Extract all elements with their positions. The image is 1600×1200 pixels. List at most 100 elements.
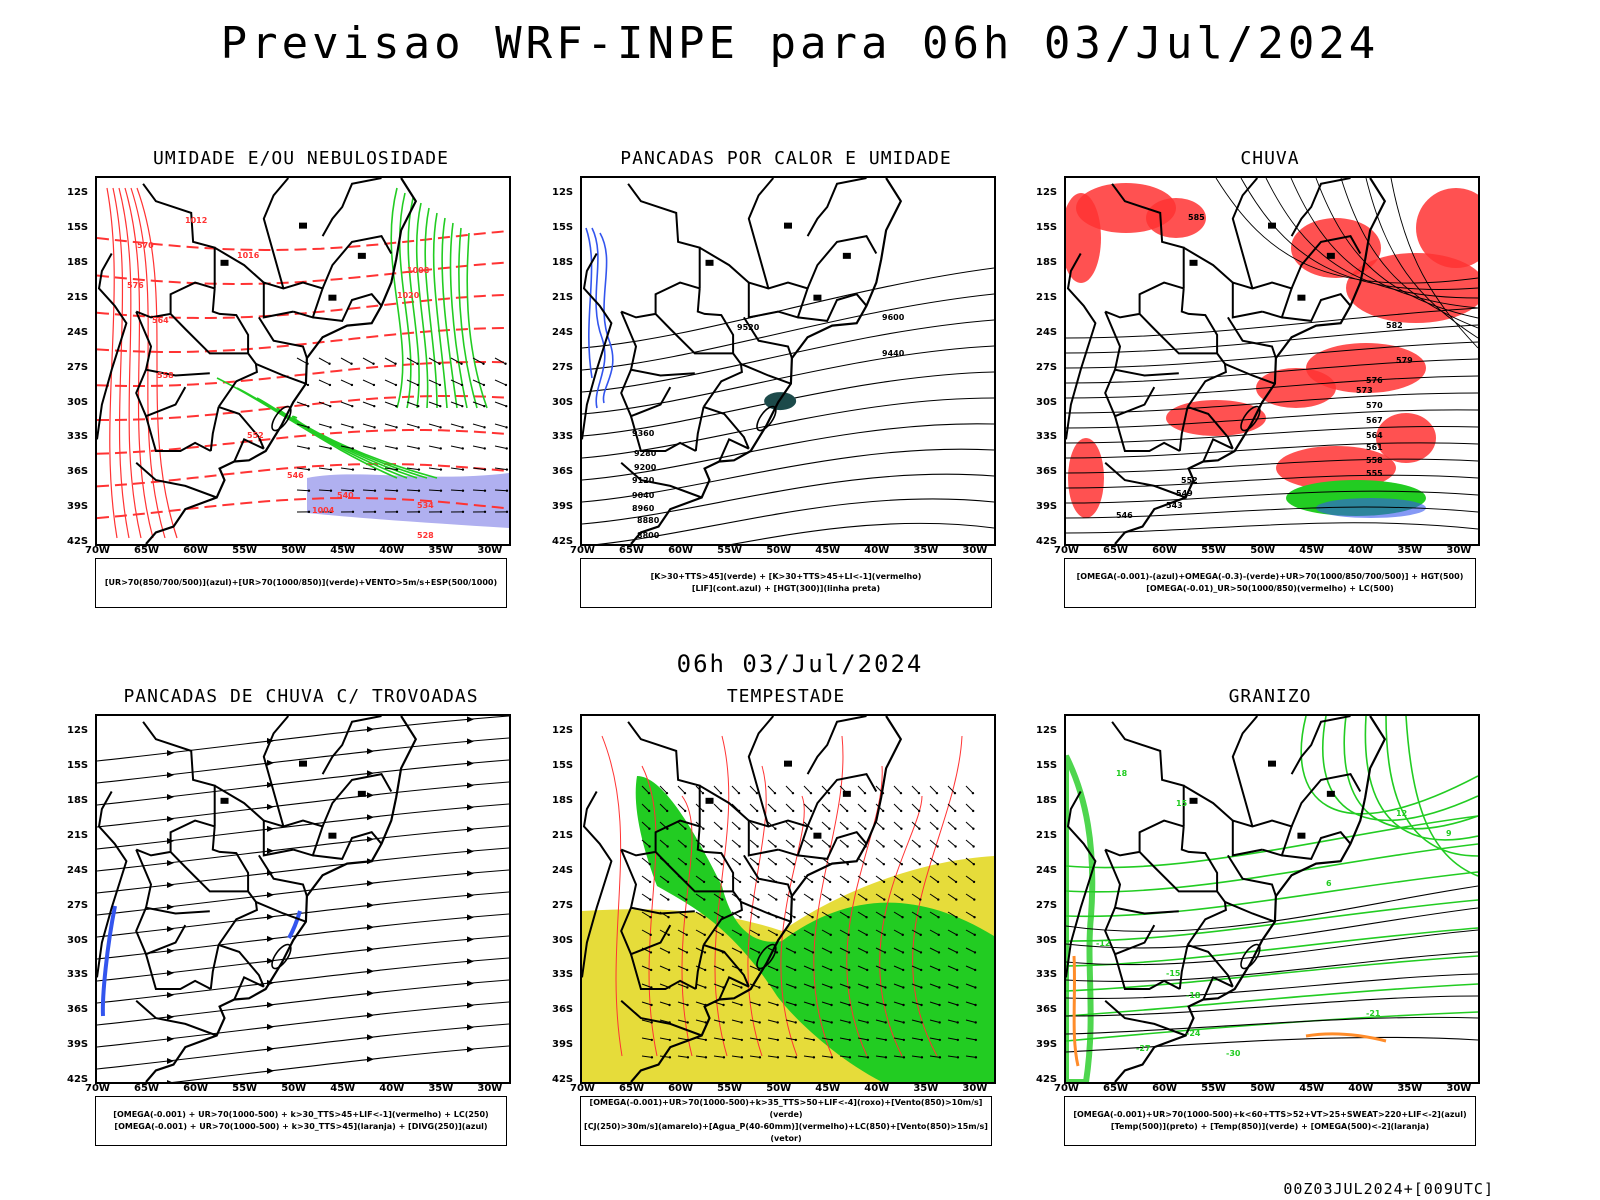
- rain-area-red: [1166, 400, 1266, 436]
- border-line: [1186, 352, 1227, 408]
- lake-mark: [1189, 797, 1198, 804]
- wind-vector-head: [972, 863, 976, 866]
- lat-tick-label: 15S: [1036, 760, 1058, 772]
- wind-vector: [659, 1037, 670, 1041]
- caption-line: [Temp(500)](preto) + [Temp(850)](verde) …: [1110, 1122, 1430, 1131]
- wind-vector: [450, 489, 464, 492]
- mid-subtitle: 06h 03/Jul/2024: [676, 650, 924, 678]
- wind-vector: [749, 1055, 760, 1058]
- temp850-contour: [1066, 983, 1478, 1017]
- wind-vector-head: [719, 791, 723, 795]
- border-line: [743, 854, 793, 897]
- wind-vector-head: [847, 933, 850, 937]
- wind-vector: [641, 785, 650, 794]
- wind-vector: [677, 1055, 688, 1058]
- wind-vector-head: [937, 898, 940, 901]
- wind-vector-head: [438, 383, 442, 387]
- wind-vector: [893, 821, 902, 830]
- wind-vector-head: [702, 880, 706, 884]
- wind-vector: [857, 1001, 868, 1006]
- wind-vector: [450, 467, 463, 471]
- lagoon-outline: [271, 405, 292, 432]
- streamline-arrow: [267, 935, 274, 942]
- wind-vector: [362, 379, 375, 386]
- lon-tick-label: 60W: [668, 545, 694, 556]
- border-line: [135, 907, 187, 956]
- wind-vector: [929, 875, 939, 883]
- streamline: [97, 913, 509, 960]
- wind-vector: [406, 423, 419, 428]
- wind-vector: [428, 445, 441, 449]
- wind-vector: [713, 821, 722, 830]
- lagoon-outline: [756, 405, 777, 432]
- water-contour-red: [879, 795, 923, 1057]
- wind-vector-head: [899, 809, 903, 813]
- wind-vector-head: [794, 1056, 798, 1059]
- wind-vector: [318, 489, 332, 492]
- wind-vector: [318, 423, 331, 428]
- wind-vector: [659, 785, 668, 794]
- wind-vector-head: [328, 383, 332, 387]
- wind-vector-head: [920, 1056, 924, 1059]
- wind-vector-head: [328, 362, 331, 365]
- lake-mark: [813, 294, 822, 301]
- border-line: [806, 234, 878, 289]
- wind-vector-head: [936, 863, 940, 866]
- wind-vector-head: [937, 933, 940, 937]
- wind-vector-head: [883, 916, 886, 919]
- wind-vector: [731, 857, 741, 865]
- wind-vector-head: [757, 951, 761, 954]
- wind-vector-head: [394, 362, 397, 365]
- wind-vector-head: [811, 916, 814, 919]
- wind-vector-head: [972, 880, 976, 884]
- wind-vector-head: [866, 1038, 870, 1042]
- thickness-contour: [97, 395, 506, 421]
- wind-vector: [821, 1019, 832, 1023]
- border-line: [1180, 288, 1219, 354]
- wind-vector: [821, 1001, 832, 1006]
- wind-vector-head: [865, 898, 868, 901]
- humidity-contour-red: [136, 187, 178, 539]
- wind-vector-head: [738, 863, 742, 866]
- water-contour-red: [747, 765, 767, 1057]
- coastline: [630, 716, 903, 1082]
- caption-chuva: [OMEGA(-0.001)-(azul)+OMEGA(-0.3)-(verde…: [1064, 558, 1476, 608]
- border-line: [806, 772, 878, 827]
- wind-vector: [659, 929, 669, 936]
- lat-tick-label: 24S: [552, 864, 574, 876]
- lon-tick-label: 50W: [281, 545, 307, 556]
- lake-mark: [1268, 760, 1276, 767]
- wind-vector-head: [830, 1003, 833, 1007]
- wind-vector-head: [648, 845, 651, 848]
- lat-tick-label: 36S: [1036, 466, 1058, 478]
- lake-mark: [220, 259, 229, 266]
- wind-vector-head: [666, 827, 669, 830]
- wind-vector-head: [848, 986, 851, 989]
- wind-vector: [947, 893, 957, 900]
- lat-tick-label: 33S: [1036, 431, 1058, 443]
- caption-line: [UR>70(850/700/500)](azul)+[UR>70(1000/8…: [104, 578, 498, 587]
- wind-vector-head: [954, 880, 958, 884]
- lat-tick-label: 33S: [552, 969, 574, 981]
- wind-vector-head: [756, 880, 760, 884]
- wind-vector-head: [395, 489, 399, 492]
- wind-vector: [929, 893, 939, 900]
- wind-vector-head: [791, 809, 795, 813]
- wind-vector-head: [722, 1003, 725, 1007]
- wind-vector-head: [758, 1038, 762, 1042]
- wind-vector-head: [649, 968, 653, 972]
- wind-vector: [494, 467, 507, 471]
- streamline-arrow: [467, 782, 474, 789]
- border-line: [214, 784, 265, 822]
- streamline: [97, 957, 509, 1004]
- border-line: [233, 438, 265, 462]
- wind-vector-head: [901, 898, 904, 901]
- water-contour-red: [813, 735, 844, 1057]
- border-line: [747, 819, 809, 857]
- wind-vector: [713, 1037, 724, 1041]
- wind-vector-head: [483, 489, 487, 492]
- lat-tick-label: 42S: [67, 536, 89, 547]
- lon-tick-label: 55W: [1201, 545, 1227, 556]
- wind-vector: [929, 1001, 940, 1006]
- wind-vector: [767, 1019, 778, 1023]
